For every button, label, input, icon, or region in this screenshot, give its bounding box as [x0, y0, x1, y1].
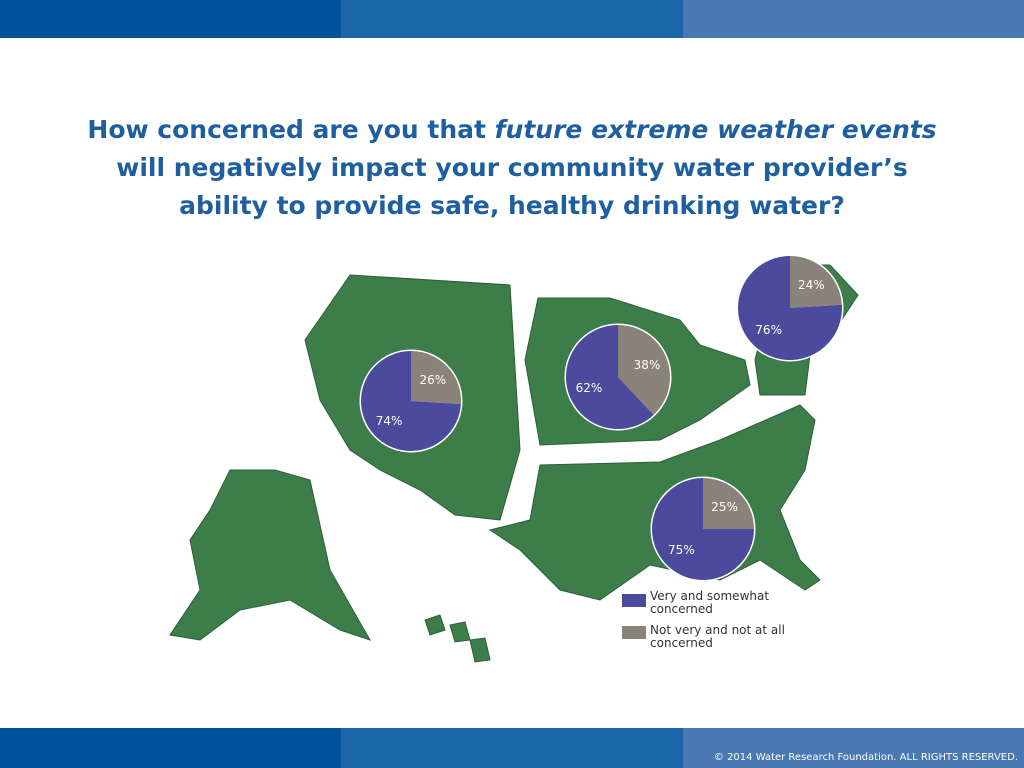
value-label: 62% — [576, 381, 603, 395]
legend-label: Not very and not at all concerned — [650, 623, 785, 650]
pie-slice — [703, 478, 754, 529]
pie-slice — [360, 351, 461, 451]
pie-slice — [790, 256, 842, 308]
pie-slice — [618, 325, 670, 415]
header-bar — [0, 0, 341, 38]
footer-bar — [341, 728, 683, 768]
value-label: 76% — [755, 323, 782, 337]
value-label: 25% — [711, 500, 738, 514]
pie-slice — [411, 351, 461, 405]
pie-slice — [565, 325, 654, 430]
legend-swatch — [622, 626, 646, 639]
legend-label: Very and somewhat concerned — [650, 589, 770, 616]
legend-swatch — [622, 594, 646, 607]
value-label: 74% — [376, 414, 403, 428]
footer-bar — [683, 728, 1024, 768]
pie: 24% 76% — [736, 254, 844, 362]
pie-slice — [738, 256, 842, 360]
pie-slice — [652, 478, 754, 580]
header-bar — [683, 0, 1024, 38]
pie: 38% 62% — [564, 323, 672, 431]
region-hawaii — [424, 614, 491, 663]
title-emphasis: future extreme weather events — [495, 115, 937, 144]
value-label: 38% — [634, 358, 661, 372]
value-label: 24% — [798, 278, 825, 292]
title-line: will negatively impact your community wa… — [116, 153, 908, 182]
title-line: How concerned are you that future extrem… — [87, 115, 936, 144]
title-line: ability to provide safe, healthy drinkin… — [179, 191, 845, 220]
footer-bar — [0, 728, 341, 768]
pie: 25% 75% — [650, 476, 756, 582]
header-bar — [341, 0, 683, 38]
region-alaska — [169, 469, 372, 641]
value-label: 26% — [420, 373, 447, 387]
title: How concerned are you that future extrem… — [87, 115, 936, 220]
pie: 26% 74% — [359, 349, 463, 453]
footer-text: © 2014 Water Research Foundation. ALL RI… — [713, 752, 1018, 763]
value-label: 75% — [668, 543, 695, 557]
title-text: How concerned are you that — [87, 115, 494, 144]
